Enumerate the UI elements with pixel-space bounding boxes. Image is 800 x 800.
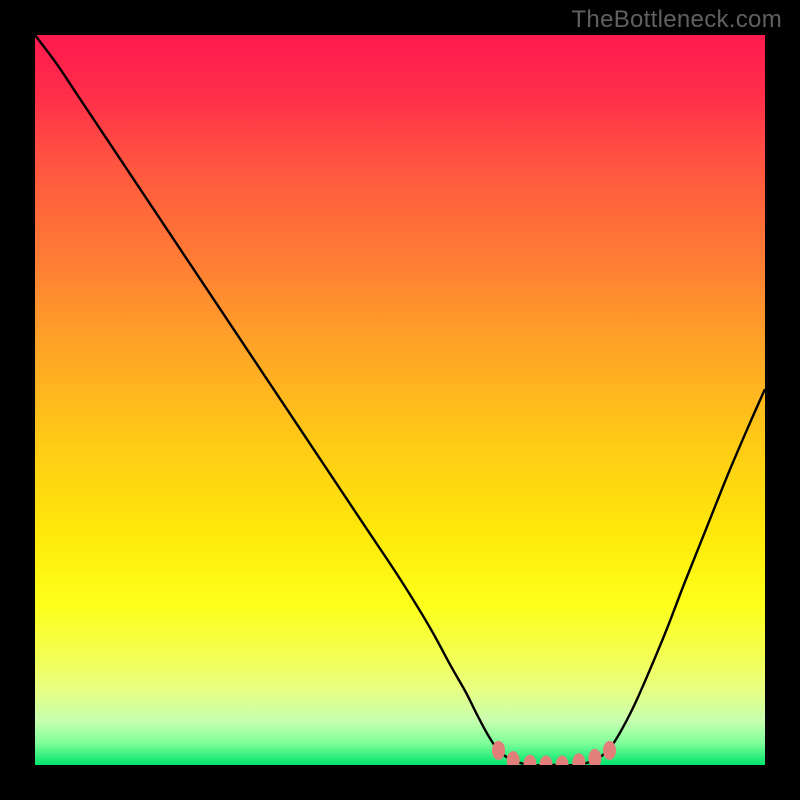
optimal-marker <box>492 741 505 760</box>
watermark-text: TheBottleneck.com <box>571 6 782 34</box>
optimal-marker <box>603 741 616 760</box>
chart-container: TheBottleneck.com <box>0 0 800 800</box>
chart-svg <box>35 35 765 765</box>
